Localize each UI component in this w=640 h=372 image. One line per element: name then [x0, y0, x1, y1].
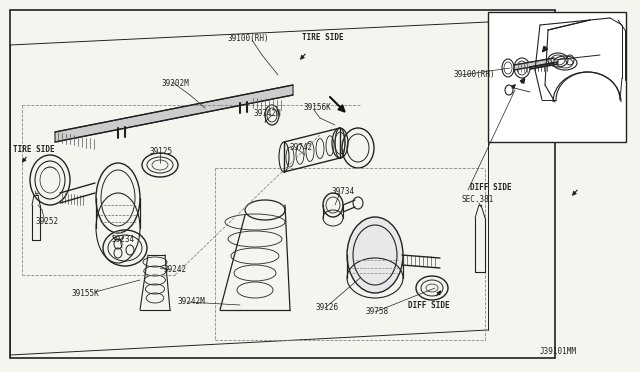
Text: 39126: 39126 — [315, 304, 338, 312]
Text: 39100(RH): 39100(RH) — [228, 33, 269, 42]
Bar — [488, 12, 626, 142]
Bar — [10, 10, 555, 358]
Text: 39156K: 39156K — [303, 103, 331, 112]
Text: 39234: 39234 — [112, 235, 135, 244]
Ellipse shape — [347, 217, 403, 293]
Polygon shape — [514, 58, 554, 70]
Text: 39202M: 39202M — [162, 78, 189, 87]
Text: 39758: 39758 — [365, 308, 388, 317]
Text: 39252: 39252 — [35, 218, 58, 227]
Text: DIFF SIDE: DIFF SIDE — [408, 301, 450, 310]
Text: 39242M: 39242M — [178, 298, 205, 307]
Text: 39734: 39734 — [332, 187, 355, 196]
Text: DIFF SIDE: DIFF SIDE — [470, 183, 511, 192]
Text: 39742N: 39742N — [254, 109, 282, 118]
Text: 39100(RH): 39100(RH) — [453, 71, 495, 80]
Text: 39742: 39742 — [290, 142, 313, 151]
Text: 39242: 39242 — [164, 266, 187, 275]
Text: TIRE SIDE: TIRE SIDE — [13, 145, 54, 154]
Text: 39155K: 39155K — [72, 289, 100, 298]
Text: SEC.381: SEC.381 — [462, 196, 494, 205]
Text: J39101MM: J39101MM — [540, 347, 577, 356]
Polygon shape — [55, 85, 293, 142]
Text: TIRE SIDE: TIRE SIDE — [302, 33, 344, 42]
Text: 39125: 39125 — [150, 148, 173, 157]
